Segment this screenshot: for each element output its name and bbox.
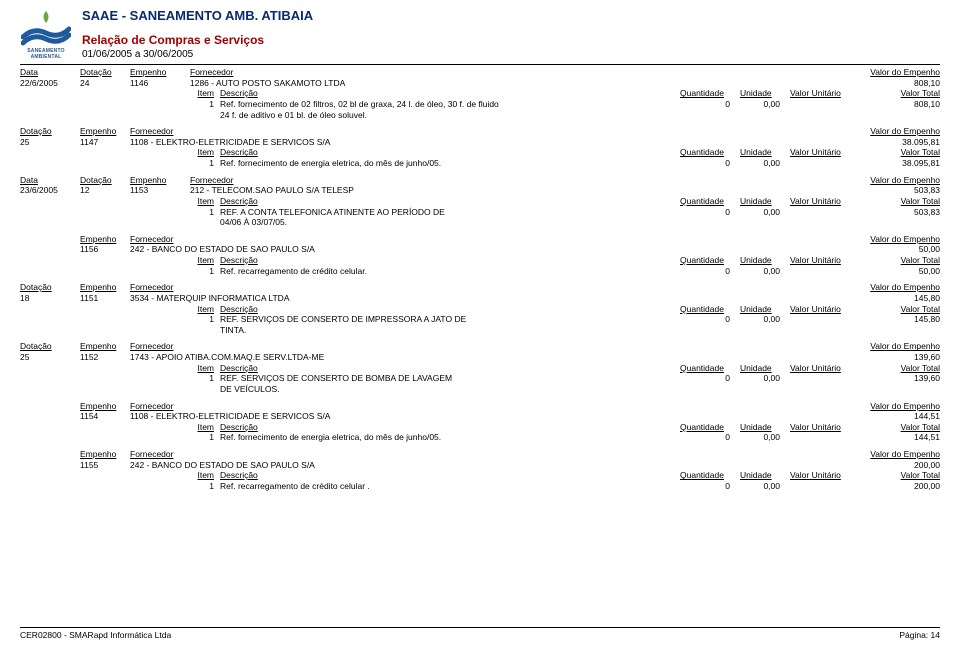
logo: SANEAMENTO AMBIENTAL — [20, 8, 72, 60]
item-header-row: Item Descrição Quantidade Unidade Valor … — [20, 363, 940, 374]
entry-row: 23/6/2005 12 1153 212 - TELECOM.SAO PAUL… — [20, 185, 940, 196]
group-header-row: Empenho Fornecedor Valor do Empenho — [20, 449, 940, 460]
titles: SAAE - SANEAMENTO AMB. ATIBAIA Relação d… — [82, 8, 313, 62]
group-header-row: Empenho Fornecedor Valor do Empenho — [20, 401, 940, 412]
entry-row: 1156 242 - BANCO DO ESTADO DE SAO PAULO … — [20, 244, 940, 255]
group-header-row: Dotação Empenho Fornecedor Valor do Empe… — [20, 341, 940, 352]
item-header-row: Item Descrição Quantidade Unidade Valor … — [20, 422, 940, 433]
item-row-cont: TINTA. — [20, 325, 940, 336]
entry-row: 18 1151 3534 - MATERQUIP INFORMATICA LTD… — [20, 293, 940, 304]
report-content: Data Dotação Empenho Fornecedor Valor do… — [20, 67, 940, 498]
footer-left: CER02800 - SMARapd Informática Ltda — [20, 630, 171, 640]
group-header-row: Data Dotação Empenho Fornecedor Valor do… — [20, 67, 940, 78]
logo-icon — [21, 9, 71, 47]
footer-right: Página: 14 — [899, 630, 940, 640]
item-row: 1 Ref. recarregamento de crédito celular… — [20, 481, 940, 492]
entry-row: 25 1152 1743 - APOIO ATIBA.COM.MAQ.E SER… — [20, 352, 940, 363]
group-header-row: Dotação Empenho Fornecedor Valor do Empe… — [20, 126, 940, 137]
group-header-row: Dotação Empenho Fornecedor Valor do Empe… — [20, 282, 940, 293]
footer: CER02800 - SMARapd Informática Ltda Pági… — [20, 627, 940, 640]
item-row: 1 Ref. fornecimento de energia eletrica,… — [20, 432, 940, 443]
item-row: 1 REF. SERVIÇOS DE CONSERTO DE IMPRESSOR… — [20, 314, 940, 325]
header-rule — [20, 64, 940, 65]
item-header-row: Item Descrição Quantidade Unidade Valor … — [20, 470, 940, 481]
item-row: 1 Ref. fornecimento de energia eletrica,… — [20, 158, 940, 169]
company-title: SAAE - SANEAMENTO AMB. ATIBAIA — [82, 8, 313, 23]
item-header-row: Item Descrição Quantidade Unidade Valor … — [20, 147, 940, 158]
item-row: 1 Ref. recarregamento de crédito celular… — [20, 266, 940, 277]
item-header-row: Item Descrição Quantidade Unidade Valor … — [20, 196, 940, 207]
logo-label: SANEAMENTO AMBIENTAL — [20, 48, 72, 60]
report-subtitle: Relação de Compras e Serviços — [82, 33, 313, 47]
entry-row: 1154 1108 - ELEKTRO-ELETRICIDADE E SERVI… — [20, 411, 940, 422]
item-row-cont: 24 f. de aditivo e 01 bl. de óleo soluve… — [20, 110, 940, 121]
entry-row: 25 1147 1108 - ELEKTRO-ELETRICIDADE E SE… — [20, 137, 940, 148]
item-row: 1 Ref. fornecimento de 02 filtros, 02 bl… — [20, 99, 940, 110]
entry-row: 1155 242 - BANCO DO ESTADO DE SAO PAULO … — [20, 460, 940, 471]
item-row-cont: DE VEÍCULOS. — [20, 384, 940, 395]
header: SANEAMENTO AMBIENTAL SAAE - SANEAMENTO A… — [20, 8, 940, 62]
group-header-row: Empenho Fornecedor Valor do Empenho — [20, 234, 940, 245]
item-row: 1 REF. A CONTA TELEFONICA ATINENTE AO PE… — [20, 207, 940, 218]
item-header-row: Item Descrição Quantidade Unidade Valor … — [20, 304, 940, 315]
item-header-row: Item Descrição Quantidade Unidade Valor … — [20, 88, 940, 99]
item-row: 1 REF. SERVIÇOS DE CONSERTO DE BOMBA DE … — [20, 373, 940, 384]
item-row-cont: 04/06 À 03/07/05. — [20, 217, 940, 228]
entry-row: 22/6/2005 24 1146 1286 - AUTO POSTO SAKA… — [20, 78, 940, 89]
group-header-row: Data Dotação Empenho Fornecedor Valor do… — [20, 175, 940, 186]
page: SANEAMENTO AMBIENTAL SAAE - SANEAMENTO A… — [0, 0, 960, 502]
item-header-row: Item Descrição Quantidade Unidade Valor … — [20, 255, 940, 266]
report-period: 01/06/2005 a 30/06/2005 — [82, 49, 313, 60]
